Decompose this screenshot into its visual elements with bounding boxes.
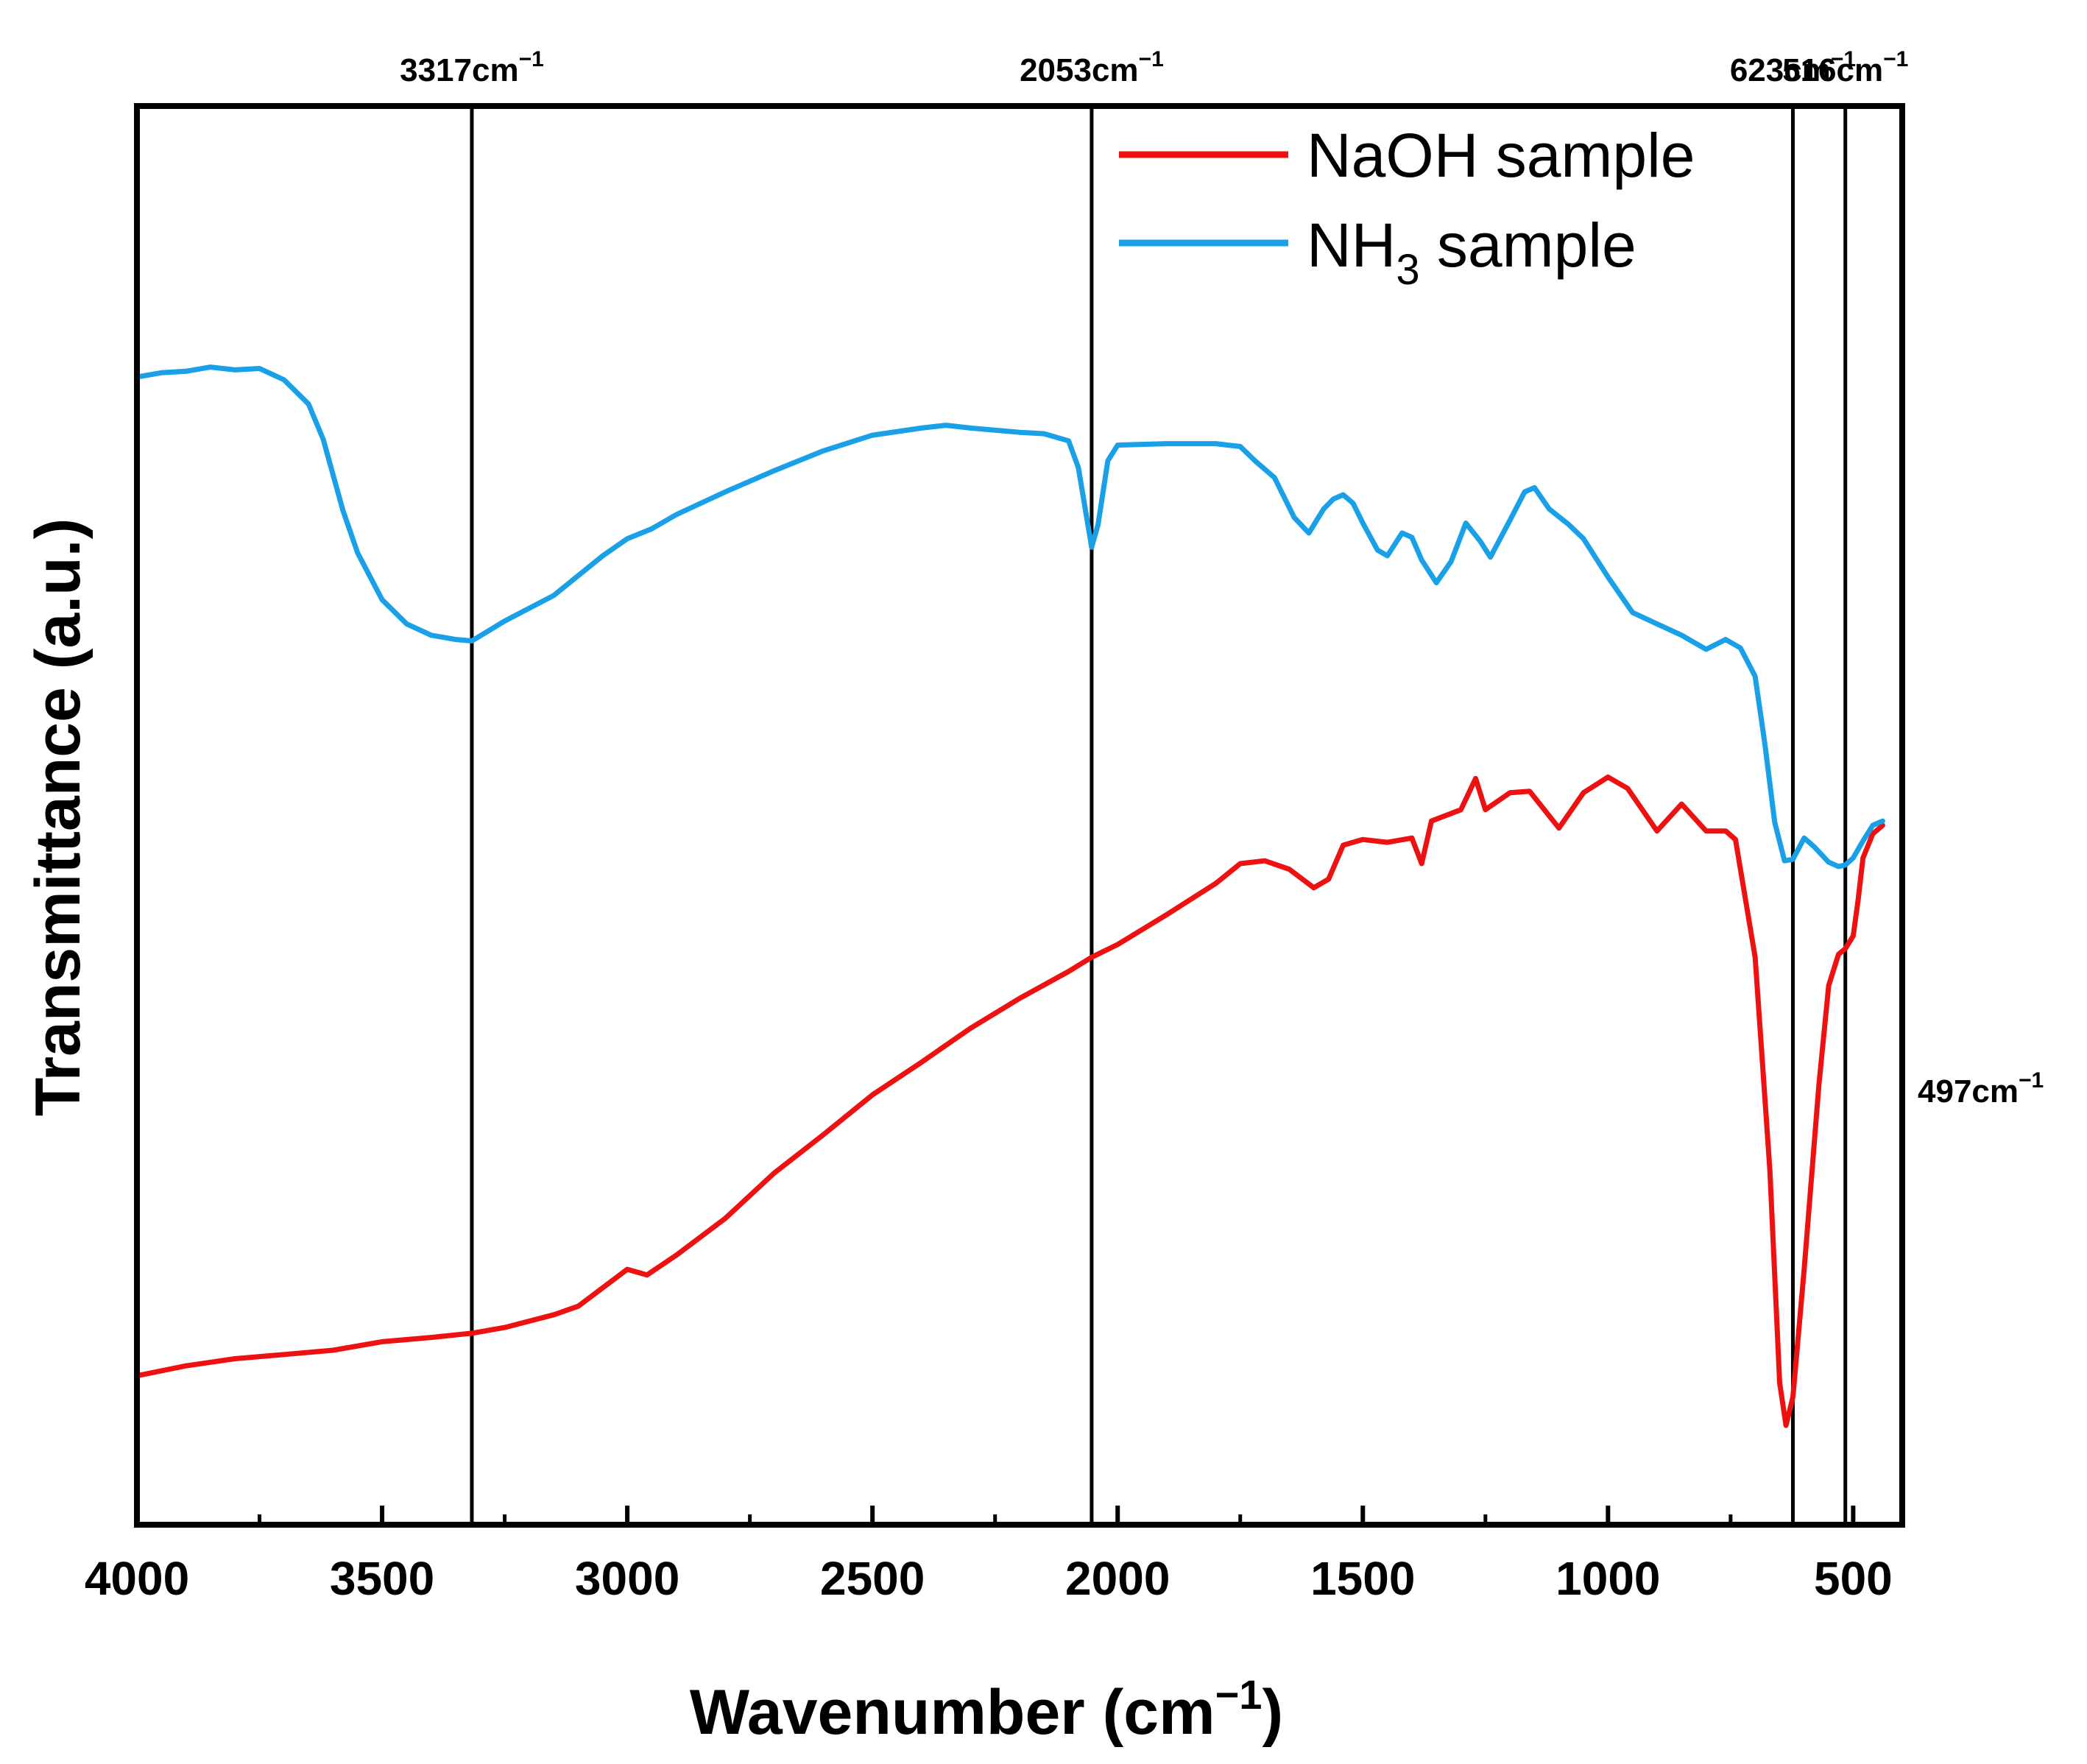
series-line-naoh: [134, 775, 1885, 1428]
annotation-497: 497cm−1: [1918, 1068, 2044, 1109]
reference-lines: [470, 106, 1848, 1525]
x-axis-title-sup: −1: [1215, 1671, 1263, 1718]
x-tick-label: 500: [1814, 1552, 1893, 1605]
series-layer: [134, 364, 1885, 1428]
legend-label-nh3: NH3 sample: [1307, 211, 1636, 294]
x-tick-label: 3500: [330, 1552, 434, 1605]
legend-label-naoh: NaOH sample: [1307, 121, 1695, 190]
x-tick-label: 3000: [575, 1552, 679, 1605]
legend-label-nh3-main: NH: [1307, 211, 1396, 280]
annotation-3317: 3317cm−1: [400, 47, 544, 88]
x-tick-label: 2500: [820, 1552, 925, 1605]
annotation-516: 516cm−1: [1782, 47, 1908, 88]
x-axis-title-end: ): [1262, 1677, 1283, 1748]
annotation-623: 623cm−1: [1730, 47, 1856, 88]
x-axis: 4000 3500 3000 2500 2000 1500 1000 500: [85, 1506, 1893, 1605]
x-tick-label: 1000: [1555, 1552, 1660, 1605]
legend: NaOH sample NH3 sample: [1119, 121, 1695, 294]
series-line-nh3: [134, 364, 1885, 869]
annotation-2053: 2053cm−1: [1020, 47, 1164, 88]
y-axis-title: Transmittance (a.u.): [23, 518, 93, 1116]
x-tick-label: 4000: [85, 1552, 189, 1605]
legend-label-nh3-sub: 3: [1396, 246, 1419, 294]
x-axis-title: Wavenumber (cm−1): [690, 1671, 1283, 1748]
legend-label-nh3-suffix: sample: [1420, 211, 1636, 280]
x-tick-label: 2000: [1065, 1552, 1170, 1605]
x-axis-title-main: Wavenumber (cm: [690, 1677, 1215, 1748]
x-tick-label: 1500: [1310, 1552, 1415, 1605]
plot-frame: [134, 103, 1905, 1528]
